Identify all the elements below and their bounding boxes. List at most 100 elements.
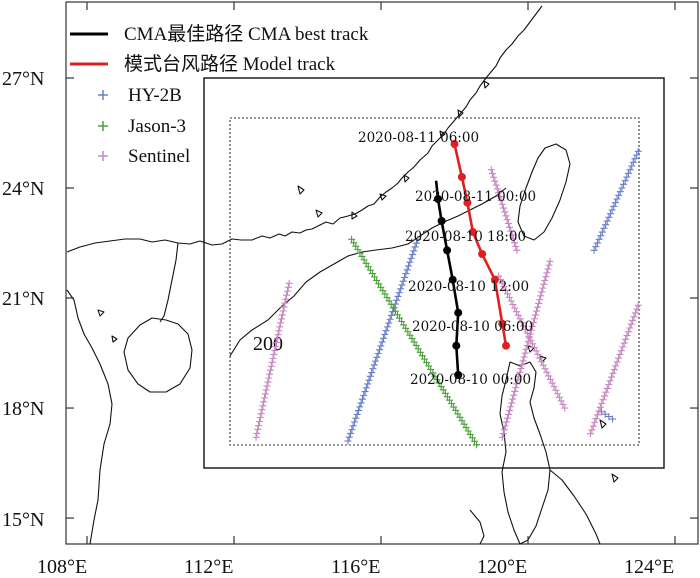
satellite-marker — [613, 358, 621, 366]
satellite-marker — [530, 343, 538, 351]
satellite-marker — [498, 279, 506, 287]
satellite-marker — [511, 304, 519, 312]
satellite-marker — [601, 410, 609, 418]
satellite-marker — [506, 407, 514, 415]
satellite-marker — [610, 202, 618, 210]
satellite-marker — [612, 362, 620, 370]
satellite-marker — [606, 377, 614, 385]
lon-tick-labels: 108°E 112°E 116°E 120°E 124°E — [37, 556, 674, 578]
satellite-marker — [344, 437, 352, 445]
satellite-marker — [487, 166, 495, 174]
tonkin-islets — [97, 309, 118, 343]
satellite-marker — [356, 403, 364, 411]
satellite-marker — [597, 232, 605, 240]
time-label-0811-0000: 2020-08-11 00:00 — [415, 189, 536, 205]
luzon-east — [549, 469, 601, 545]
satellite-marker — [620, 180, 628, 188]
satellite-marker — [622, 335, 630, 343]
satellite-marker — [395, 289, 403, 297]
satellite-marker — [544, 265, 552, 273]
satellite-marker — [411, 243, 419, 251]
legend-label-sentinel: Sentinel — [128, 146, 190, 167]
satellite-marker — [397, 285, 405, 293]
satellite-marker — [629, 158, 637, 166]
satellite-marker — [521, 349, 529, 357]
satellite-marker — [276, 323, 284, 331]
satellite-marker — [503, 216, 511, 224]
satellite-marker — [265, 374, 273, 382]
satellite-marker — [631, 155, 639, 163]
satellite-marker — [592, 243, 600, 251]
satellite-marker — [351, 418, 359, 426]
satellite-marker — [548, 379, 556, 387]
satellite-marker — [255, 418, 263, 426]
satellite-marker — [514, 311, 522, 319]
satellite-marker — [394, 292, 402, 300]
satellite-marker — [590, 246, 598, 254]
satellite-marker — [507, 297, 515, 305]
satellite-marker — [503, 414, 511, 422]
lon-label-112e: 112°E — [184, 556, 233, 578]
satellite-marker — [561, 404, 569, 412]
satellite-marker — [285, 279, 293, 287]
satellite-marker — [507, 403, 515, 411]
satellite-marker — [545, 261, 553, 269]
satellite-marker — [534, 351, 542, 359]
isobath-200-contour — [229, 187, 507, 357]
satellite-marker — [379, 334, 387, 342]
satellite-marker — [530, 315, 538, 323]
satellite-marker — [543, 269, 551, 277]
mindoro-coast — [469, 509, 485, 545]
satellite-marker — [495, 189, 503, 197]
satellite-marker — [626, 166, 634, 174]
satellite-marker — [283, 291, 291, 299]
legend-label-jason3: Jason-3 — [128, 116, 186, 137]
satellite-marker — [518, 361, 526, 369]
lon-label-116e: 116°E — [331, 556, 380, 578]
lat-tick-labels: 27°N 24°N 21°N 18°N 15°N — [2, 68, 44, 531]
satellite-marker — [500, 426, 508, 434]
leizhou-peninsula — [159, 242, 179, 323]
satellite-marker — [410, 247, 418, 255]
satellite-marker — [630, 313, 638, 321]
satellite-marker — [381, 330, 389, 338]
satellite-marker — [266, 366, 274, 374]
satellite-marker — [603, 217, 611, 225]
satellite-marker — [498, 433, 506, 441]
satellite-marker — [615, 191, 623, 199]
legend-label-cma-best-track: CMA最佳路径 CMA best track — [124, 23, 369, 45]
satellite-marker — [382, 327, 390, 335]
satellite-marker — [253, 429, 261, 437]
satellite-marker — [263, 382, 271, 390]
satellite-marker — [546, 257, 554, 265]
satellite-marker — [269, 354, 277, 362]
satellite-marker — [589, 422, 597, 430]
satellite-marker — [541, 365, 549, 373]
satellite-marker — [505, 293, 513, 301]
satellite-marker — [601, 392, 609, 400]
satellite-track-sentinel-4 — [252, 279, 293, 441]
satellite-marker — [555, 393, 563, 401]
satellite-tracks — [252, 147, 642, 449]
satellite-marker — [358, 395, 366, 403]
satellite-track-jason3-3 — [348, 235, 481, 449]
satellite-marker — [281, 299, 289, 307]
satellite-marker — [533, 307, 541, 315]
satellite-marker — [372, 357, 380, 365]
satellite-marker — [266, 370, 274, 378]
satellite-marker — [513, 246, 521, 254]
map-frame — [65, 1, 699, 545]
time-label-0810-0600: 2020-08-10 06:00 — [412, 319, 533, 335]
satellite-marker — [527, 336, 535, 344]
satellite-marker — [628, 162, 636, 170]
satellite-marker — [393, 296, 401, 304]
satellite-marker — [492, 181, 500, 189]
satellite-marker — [536, 296, 544, 304]
satellite-marker — [378, 338, 386, 346]
satellite-marker — [541, 276, 549, 284]
satellite-marker — [586, 430, 594, 438]
satellite-marker — [258, 406, 266, 414]
satellite-marker — [605, 213, 613, 221]
satellite-marker — [509, 301, 517, 309]
legend: CMA最佳路径 CMA best track 模式台风路径 Model trac… — [70, 23, 369, 167]
